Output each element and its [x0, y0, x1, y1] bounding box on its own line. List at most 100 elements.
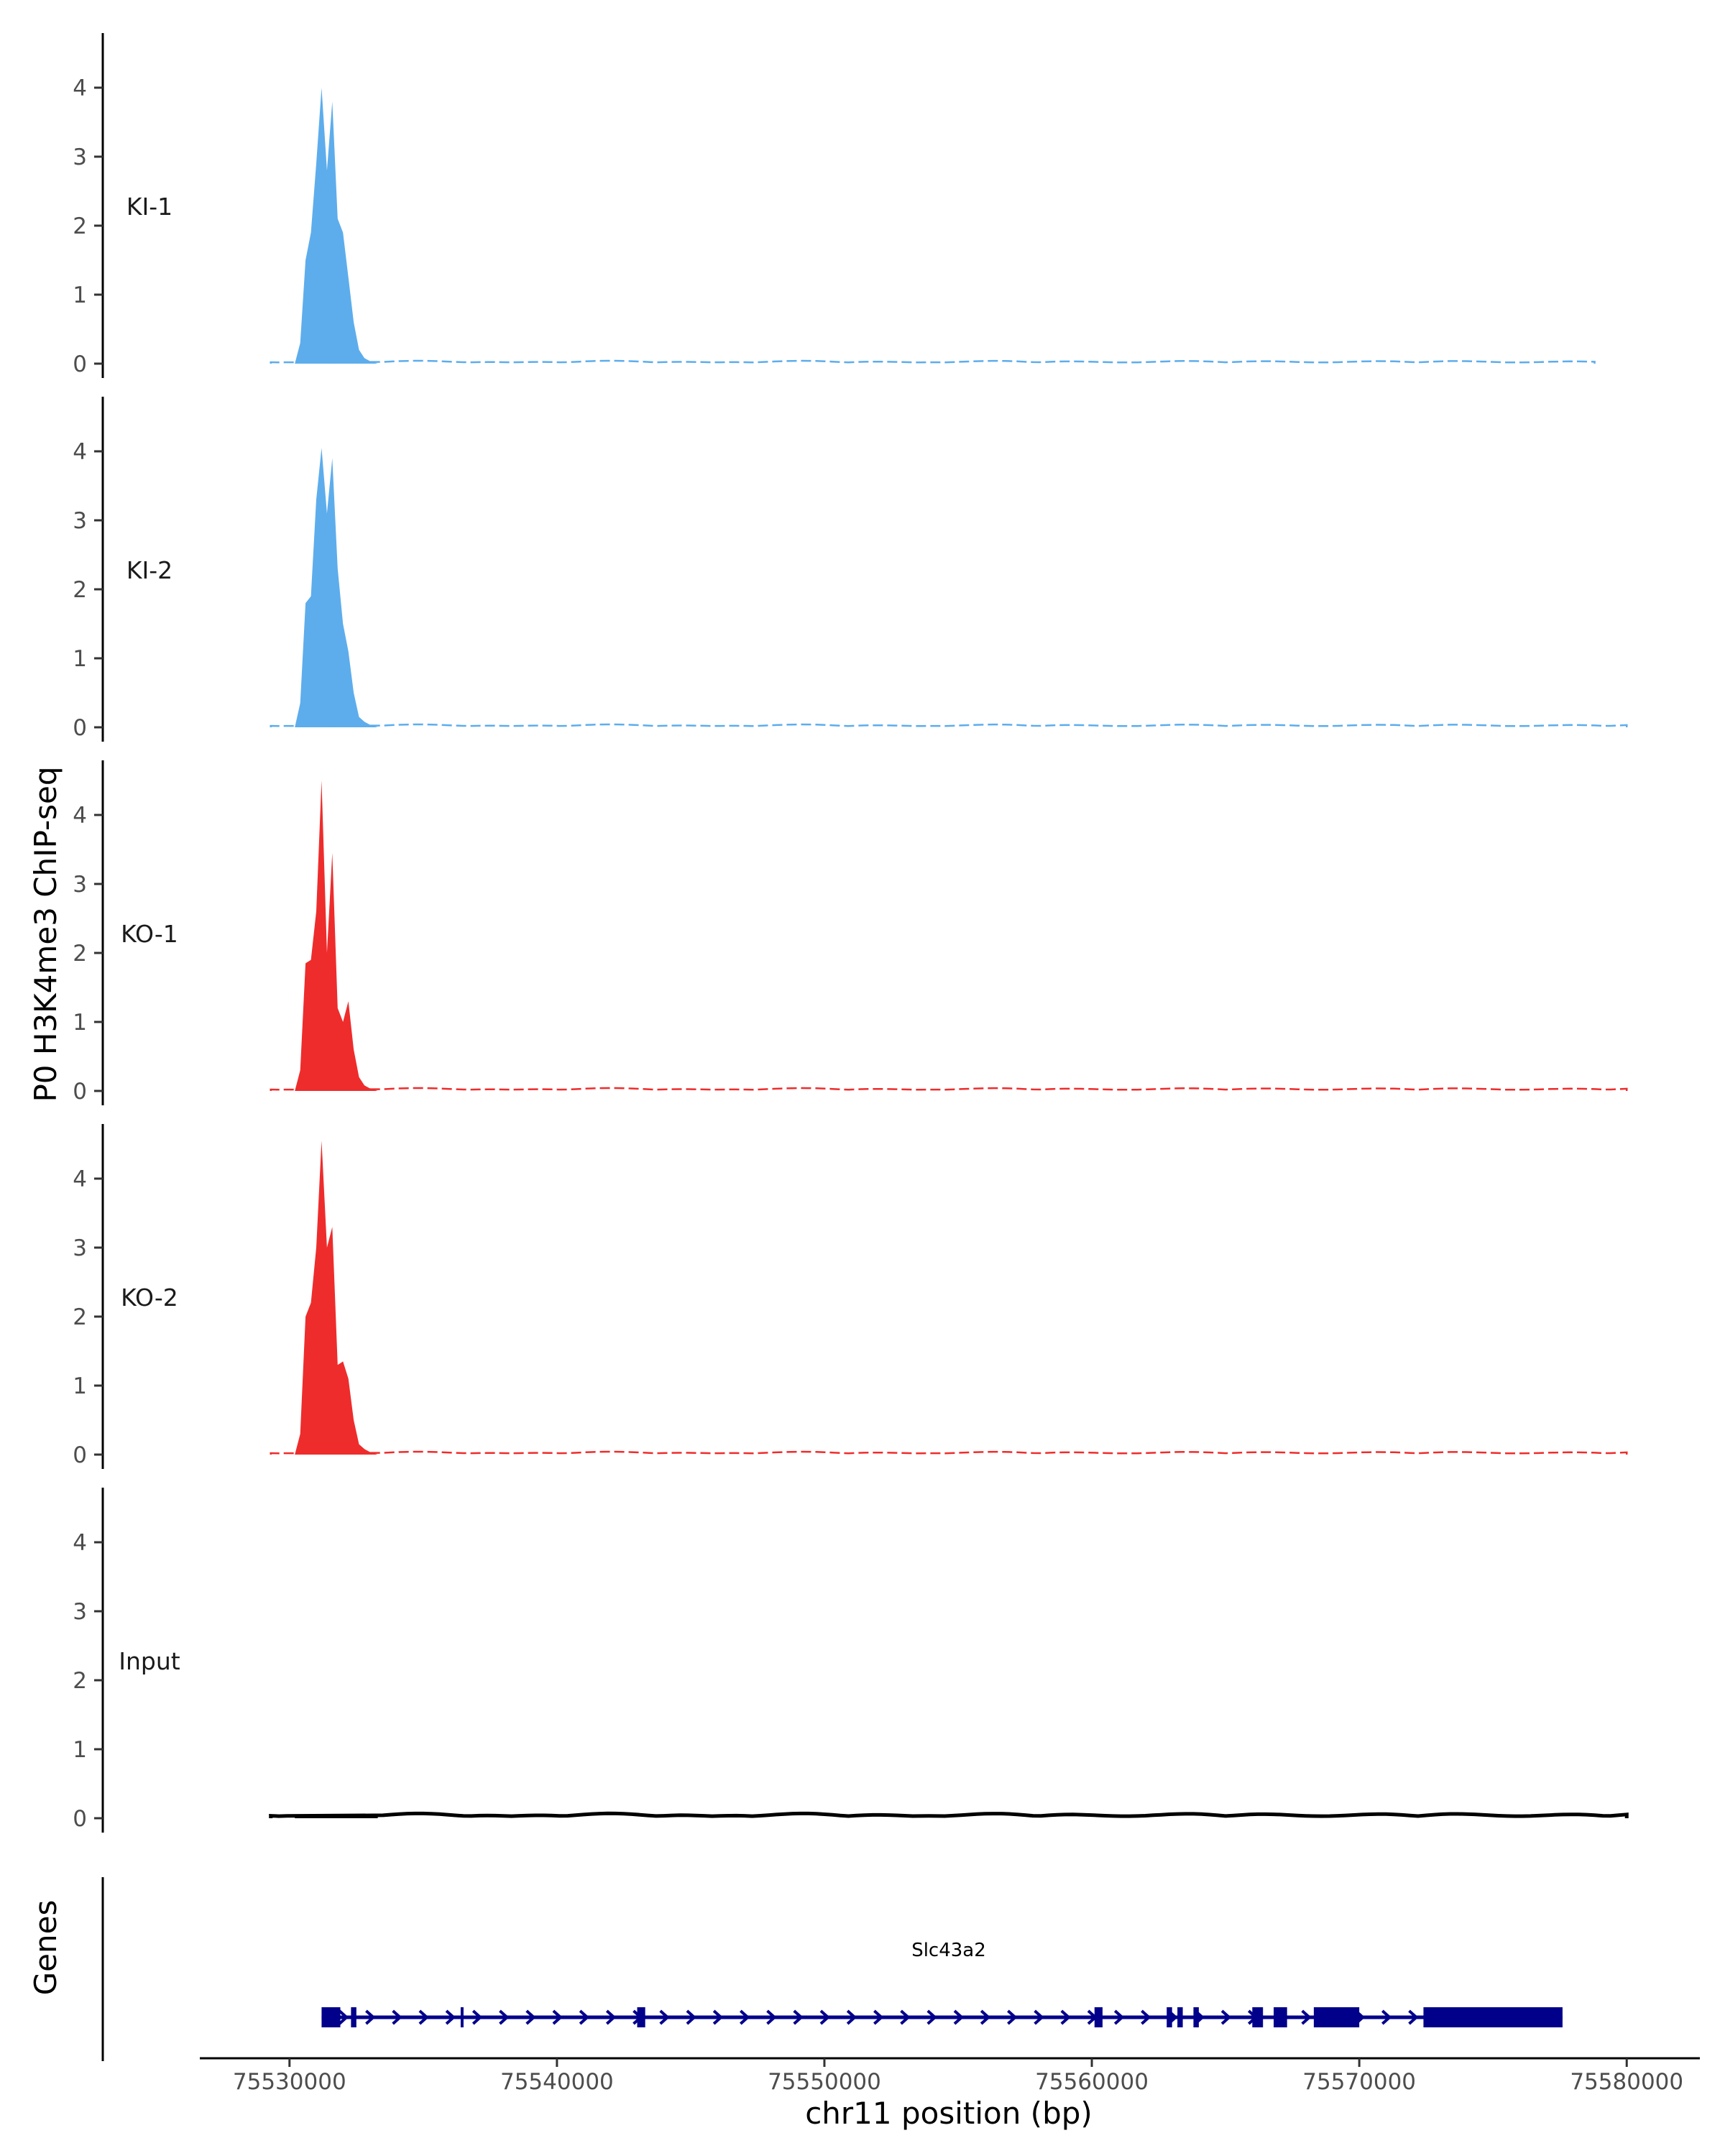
gene-exon — [351, 2007, 356, 2027]
y-tick-label: 4 — [73, 1166, 87, 1192]
y-tick-label: 4 — [73, 75, 87, 101]
strand-arrow-icon — [766, 2009, 777, 2025]
gene-exon — [1313, 2007, 1360, 2027]
gene-exon — [1177, 2007, 1183, 2027]
strand-arrow-icon — [819, 2009, 830, 2025]
gene-exon — [1423, 2007, 1563, 2027]
y-tick-label: 1 — [73, 282, 87, 308]
track-label: KO-2 — [121, 1284, 178, 1312]
y-tick-label: 2 — [73, 213, 87, 239]
track-label: Input — [119, 1647, 180, 1675]
x-tick-label: 75580000 — [1570, 2069, 1683, 2095]
strand-arrow-icon — [499, 2009, 510, 2025]
y-tick-label: 1 — [73, 1373, 87, 1399]
peak-area — [295, 780, 378, 1091]
strand-arrow-icon — [686, 2009, 696, 2025]
strand-arrow-icon — [1007, 2009, 1018, 2025]
gene-exon — [321, 2007, 341, 2027]
y-tick-label: 4 — [73, 1530, 87, 1556]
x-axis: 75530000 75540000 75550000 75560000 75570000… — [200, 2057, 1700, 2095]
y-tick-label: 3 — [73, 872, 87, 898]
y-tick-label: 0 — [73, 715, 87, 741]
gene-panel: Slc43a2 — [101, 1877, 1563, 2061]
y-tick-label: 2 — [73, 577, 87, 603]
gene-exon — [1094, 2007, 1103, 2027]
y-tick-label: 0 — [73, 1806, 87, 1832]
background-signal — [270, 1087, 1628, 1092]
track-input: 0 1 2 3 4 Input — [73, 1488, 1629, 1833]
y-tick-label: 3 — [73, 1235, 87, 1261]
strand-arrow-icon — [1060, 2009, 1071, 2025]
x-tick-label: 75550000 — [768, 2069, 881, 2095]
strand-arrow-icon — [1141, 2009, 1151, 2025]
strand-arrow-icon — [953, 2009, 965, 2025]
x-tick-label: 75530000 — [233, 2069, 346, 2095]
strand-arrow-icon — [1113, 2009, 1125, 2025]
track-ko-2: 0 1 2 3 4 KO-2 — [73, 1124, 1628, 1469]
strand-arrow-icon — [365, 2009, 376, 2025]
y-tick-label: 0 — [73, 351, 87, 377]
y-tick-label: 0 — [73, 1442, 87, 1468]
y-tick-label: 1 — [73, 1010, 87, 1036]
x-tick-label: 75570000 — [1302, 2069, 1416, 2095]
y-tick-label: 4 — [73, 803, 87, 829]
track-ki-2: 0 1 2 3 4 KI-2 — [73, 397, 1628, 742]
strand-arrow-icon — [1381, 2009, 1392, 2025]
y-tick-label: 1 — [73, 1737, 87, 1763]
peak-area — [295, 448, 378, 727]
strand-arrow-icon — [1034, 2009, 1044, 2025]
strand-arrow-icon — [712, 2009, 724, 2025]
strand-arrow-icon — [472, 2009, 483, 2025]
strand-arrow-icon — [579, 2009, 590, 2025]
y-tick-label: 4 — [73, 439, 87, 465]
x-axis-title: chr11 position (bp) — [805, 2096, 1092, 2131]
background-signal — [269, 1811, 1629, 1819]
strand-arrow-icon — [1220, 2009, 1232, 2025]
genes-axis-title: Genes — [28, 1900, 63, 1996]
strand-arrow-icon — [900, 2009, 911, 2025]
strand-arrow-icon — [659, 2009, 670, 2025]
y-tick-label: 2 — [73, 1304, 87, 1330]
strand-arrow-icon — [1408, 2009, 1419, 2025]
background-signal — [270, 1450, 1628, 1455]
gene-name: Slc43a2 — [911, 1940, 986, 1961]
strand-arrow-icon — [793, 2009, 804, 2025]
strand-arrow-icon — [418, 2009, 429, 2025]
track-ko-1: 0 1 2 3 4 KO-1 — [73, 760, 1628, 1105]
track-label: KI-2 — [126, 556, 172, 584]
background-signal — [270, 723, 1628, 728]
strand-arrow-icon — [392, 2009, 402, 2025]
x-tick-label: 75540000 — [500, 2069, 614, 2095]
strand-arrow-icon — [980, 2009, 991, 2025]
y-tick-label: 3 — [73, 1599, 87, 1625]
y-axis-title: P0 H3K4me3 ChIP-seq — [28, 766, 63, 1102]
y-tick-label: 1 — [73, 646, 87, 672]
y-tick-label: 0 — [73, 1079, 87, 1105]
track-label: KO-1 — [121, 920, 178, 948]
strand-arrow-icon — [605, 2009, 617, 2025]
gene-exon — [460, 2007, 464, 2027]
gene-exon — [1193, 2007, 1199, 2027]
y-tick-label: 2 — [73, 1668, 87, 1694]
strand-arrow-icon — [525, 2009, 536, 2025]
y-tick-label: 3 — [73, 508, 87, 534]
y-tick-label: 3 — [73, 144, 87, 170]
strand-arrow-icon — [338, 2009, 349, 2025]
gene-exon — [1167, 2007, 1172, 2027]
strand-arrow-icon — [1301, 2009, 1312, 2025]
strand-arrow-icon — [740, 2009, 750, 2025]
x-tick-label: 75560000 — [1035, 2069, 1149, 2095]
background-signal — [270, 359, 1596, 364]
track-ki-1: 0 1 2 3 4 KI-1 — [73, 33, 1596, 378]
tracks-group: 0 1 2 3 4 KI-1 0 1 2 3 4 KI-2 0 1 2 3 4 KO-1 0 1 2 3 4 KO-2 0 1 2 3… — [73, 33, 1629, 1833]
gene-exon — [1274, 2007, 1287, 2027]
gene-exon — [1252, 2007, 1264, 2027]
y-tick-label: 2 — [73, 941, 87, 967]
strand-arrow-icon — [552, 2009, 563, 2025]
strand-arrow-icon — [926, 2009, 937, 2025]
strand-arrow-icon — [873, 2009, 884, 2025]
peak-area — [295, 1141, 378, 1455]
strand-arrow-icon — [846, 2009, 857, 2025]
gene-exon — [637, 2007, 645, 2027]
